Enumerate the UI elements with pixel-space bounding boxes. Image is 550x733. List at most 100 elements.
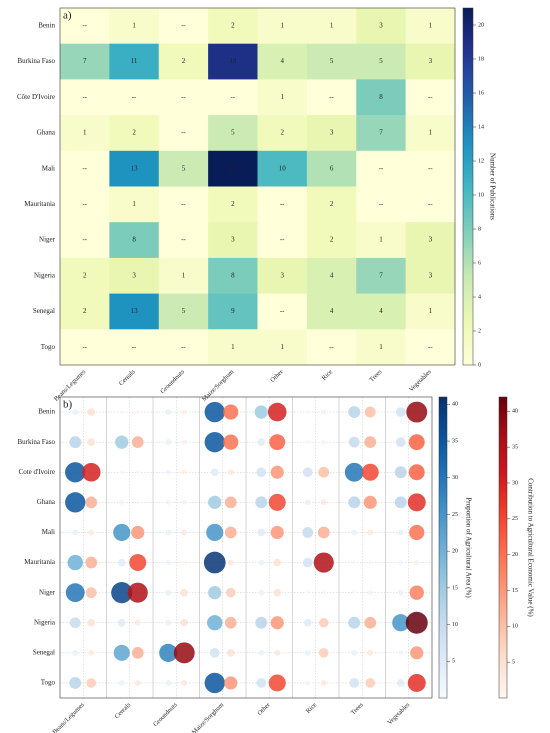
cell-label: 9 — [231, 307, 235, 315]
heatmap-cell — [405, 257, 456, 294]
y-tick-label: Togo — [41, 343, 56, 351]
cell-label: -- — [280, 307, 285, 315]
cell-label: -- — [329, 93, 334, 101]
bubble — [111, 582, 133, 604]
y-tick-label: Senegal — [33, 648, 55, 656]
bubble — [254, 405, 268, 419]
heatmap-cell — [208, 293, 258, 330]
heatmap-cell — [60, 257, 110, 294]
heatmap-cell — [109, 115, 160, 152]
heatmap-cell — [306, 222, 357, 259]
bubble — [405, 611, 428, 634]
bubble — [318, 648, 329, 658]
y-tick-label: Ghana — [37, 129, 56, 137]
y-tick-label: Togo — [41, 679, 56, 687]
colorbar-tick-label: 0 — [478, 362, 481, 368]
bubble — [364, 436, 377, 449]
cell-label: 10 — [279, 164, 287, 172]
heatmap-cell — [109, 293, 160, 330]
cell-label: -- — [379, 200, 384, 208]
bubble — [87, 408, 96, 416]
heatmap-cell — [356, 115, 406, 152]
heatmap-cell — [60, 8, 110, 44]
cell-label: 3 — [231, 236, 235, 244]
x-tick-label: Cereals — [118, 368, 137, 387]
cell-label: -- — [280, 200, 285, 208]
cell-label: 2 — [330, 236, 334, 244]
colorbar-tick-label: 25 — [512, 516, 518, 522]
y-tick-label: Côte D'Ivoire — [17, 93, 55, 101]
cell-label: -- — [82, 236, 87, 244]
bubble — [392, 614, 410, 632]
y-tick-label: Benin — [38, 21, 55, 29]
cell-label: 13 — [131, 307, 139, 315]
heatmap-cell — [208, 222, 258, 259]
cell-label: -- — [329, 343, 334, 351]
bubble — [269, 434, 286, 451]
cell-label: 3 — [379, 21, 383, 29]
heatmap-cell — [356, 222, 406, 259]
bubble — [406, 401, 428, 423]
heatmap-cell — [257, 257, 308, 294]
cell-label: 3 — [429, 236, 433, 244]
cell-label: 1 — [429, 21, 433, 29]
cell-label: 8 — [132, 236, 136, 244]
x-tick-label: Maize/Sorghum — [201, 369, 235, 403]
heatmap-cell — [158, 43, 209, 80]
cell-label: 1 — [83, 129, 87, 137]
heatmap-cell — [356, 329, 406, 366]
bubble — [206, 523, 224, 542]
bubble — [302, 557, 313, 568]
bubble — [395, 407, 406, 417]
cell-label: 7 — [379, 271, 383, 279]
cell-label: 1 — [280, 21, 284, 29]
bubble — [348, 436, 360, 448]
heatmap-cell — [257, 329, 308, 366]
heatmap-cell — [109, 8, 160, 44]
cell-label: -- — [428, 200, 433, 208]
cell-label: -- — [230, 93, 235, 101]
cell-label: 11 — [131, 57, 138, 65]
heatmap-cell — [158, 257, 209, 294]
bubble — [408, 464, 425, 481]
bubble — [69, 676, 82, 689]
heatmap-cell — [257, 293, 308, 330]
colorbar-tick-label: 10 — [452, 622, 458, 628]
bubble — [180, 618, 189, 627]
bubble — [348, 406, 361, 419]
bubble — [67, 554, 83, 571]
heatmap-cell — [405, 150, 456, 187]
heatmap-cell — [109, 150, 160, 187]
colorbar-tick-label: 20 — [478, 22, 484, 28]
cell-label: -- — [181, 200, 186, 208]
bubble — [274, 649, 281, 656]
heatmap-cell — [306, 115, 357, 152]
cell-label: 2 — [231, 21, 235, 29]
cell-label: 1 — [280, 93, 284, 101]
heatmap-cell — [257, 79, 308, 116]
cell-label: 2 — [83, 271, 87, 279]
heatmap-cell — [356, 43, 406, 80]
cell-label: -- — [428, 93, 433, 101]
colorbar-tick-label: 15 — [452, 585, 458, 591]
bubble — [181, 680, 188, 686]
heatmap-cell — [306, 257, 357, 294]
bubble — [258, 589, 265, 596]
bubble — [113, 644, 130, 661]
bubble — [204, 672, 225, 694]
bubble — [270, 465, 284, 479]
bubble — [134, 680, 141, 686]
bubble — [407, 673, 426, 692]
bubble — [365, 678, 376, 688]
cell-label: -- — [82, 200, 87, 208]
colorbar — [462, 7, 474, 366]
cell-label: 8 — [379, 93, 383, 101]
bubble — [136, 500, 140, 505]
bubble — [113, 523, 131, 542]
heatmap-cell — [306, 79, 357, 116]
y-tick-label: Nigeria — [34, 618, 56, 626]
heatmap-cell — [109, 186, 160, 223]
x-tick-label: Beans/Legumes — [51, 701, 86, 733]
cell-label: -- — [82, 93, 87, 101]
heatmap-cell — [60, 222, 110, 259]
